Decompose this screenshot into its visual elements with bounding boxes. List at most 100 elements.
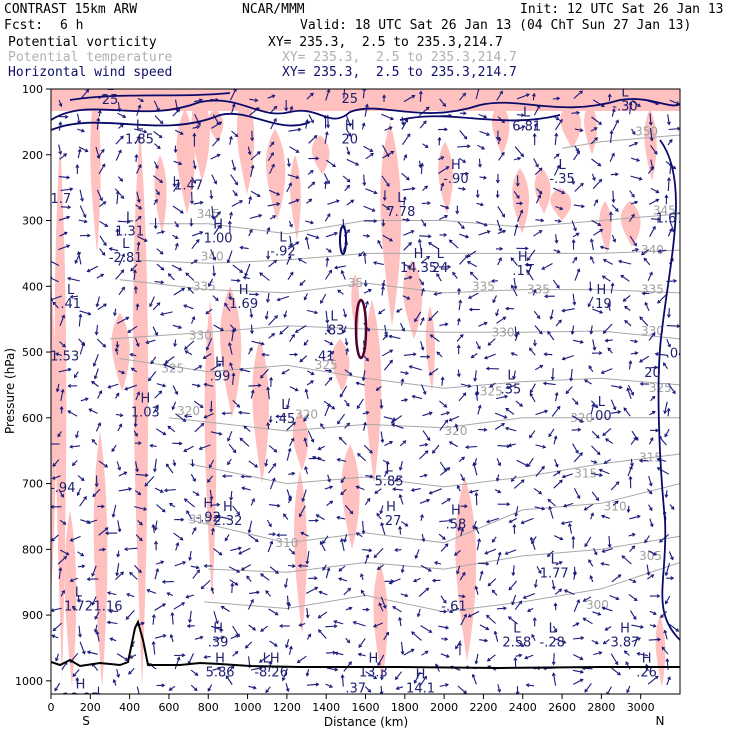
wind-arrow bbox=[534, 123, 537, 131]
wind-arrow bbox=[134, 490, 141, 496]
wind-arrow bbox=[399, 617, 402, 627]
wind-arrow bbox=[55, 653, 60, 661]
wind-arrow bbox=[571, 415, 584, 423]
wind-arrow bbox=[72, 460, 78, 466]
wind-arrowhead bbox=[437, 136, 442, 141]
wind-arrowhead bbox=[199, 404, 204, 408]
wind-arrow bbox=[268, 463, 277, 474]
wind-arrowhead bbox=[483, 175, 488, 180]
wind-arrowhead bbox=[483, 355, 488, 360]
wind-arrow bbox=[365, 671, 377, 680]
wind-arrow bbox=[229, 136, 233, 145]
pv-extremum-value: -8.26 bbox=[254, 665, 288, 680]
wind-arrow bbox=[210, 154, 221, 160]
wind-arrow bbox=[487, 654, 496, 662]
wind-arrow bbox=[299, 355, 308, 363]
wind-arrow bbox=[285, 639, 290, 648]
wind-arrow bbox=[302, 489, 307, 502]
wind-arrowhead bbox=[129, 655, 134, 659]
wind-arrow bbox=[627, 466, 633, 477]
wind-arrowhead bbox=[318, 590, 323, 595]
pv-extremum-value: 25 bbox=[342, 92, 359, 107]
wind-arrow bbox=[213, 548, 223, 556]
wind-arrow bbox=[117, 112, 126, 118]
wind-arrow bbox=[534, 325, 543, 335]
wind-arrowhead bbox=[311, 455, 316, 460]
wind-arrow bbox=[305, 119, 309, 129]
wind-arrowhead bbox=[456, 570, 460, 575]
wind-arrow bbox=[529, 347, 536, 356]
wind-arrow bbox=[362, 370, 366, 381]
wind-arrow bbox=[269, 415, 272, 423]
wind-arrowhead bbox=[428, 629, 433, 633]
wind-arrow bbox=[212, 295, 219, 301]
wind-arrow bbox=[265, 686, 271, 693]
wind-arrow bbox=[137, 242, 140, 251]
wind-arrowhead bbox=[66, 244, 71, 249]
wind-arrowhead bbox=[398, 467, 403, 471]
wind-arrowhead bbox=[335, 199, 340, 204]
wind-arrow bbox=[224, 534, 230, 541]
wind-arrowhead bbox=[231, 372, 236, 377]
wind-arrow bbox=[212, 667, 221, 671]
wind-arrow bbox=[340, 488, 347, 495]
wind-arrowhead bbox=[369, 449, 373, 454]
wind-arrow bbox=[136, 304, 139, 311]
wind-arrow bbox=[440, 653, 450, 658]
theta-label: 335 bbox=[472, 279, 495, 293]
wind-arrowhead bbox=[99, 197, 103, 202]
wind-arrow bbox=[487, 578, 497, 587]
wind-arrow bbox=[497, 230, 506, 235]
wind-arrow bbox=[288, 548, 295, 555]
wind-arrowhead bbox=[91, 572, 96, 577]
wind-arrow bbox=[396, 308, 403, 313]
wind-arrowhead bbox=[270, 151, 274, 156]
wind-arrow bbox=[460, 528, 464, 537]
wind-arrowhead bbox=[595, 434, 600, 439]
wind-arrowhead bbox=[121, 253, 125, 258]
wind-arrowhead bbox=[444, 543, 449, 548]
wind-arrowhead bbox=[419, 162, 424, 167]
wind-arrowhead bbox=[410, 648, 415, 653]
wind-arrow bbox=[496, 395, 508, 400]
wind-arrowhead bbox=[181, 602, 186, 606]
wind-arrow bbox=[492, 536, 497, 543]
wind-arrow bbox=[591, 639, 599, 645]
wind-arrowhead bbox=[188, 619, 192, 624]
wind-arrowhead bbox=[209, 408, 214, 413]
wind-arrow bbox=[152, 302, 161, 311]
wind-arrow bbox=[250, 390, 254, 399]
wind-arrow bbox=[396, 686, 404, 690]
wind-arrow bbox=[667, 114, 670, 125]
wind-arrowhead bbox=[203, 655, 208, 659]
wind-arrow bbox=[267, 94, 275, 99]
wind-arrowhead bbox=[467, 613, 472, 618]
wind-arrowhead bbox=[276, 533, 280, 538]
theta-label: 315 bbox=[639, 450, 662, 464]
wind-arrowhead bbox=[239, 437, 244, 442]
wind-arrow bbox=[439, 461, 447, 472]
wind-arrow bbox=[439, 98, 446, 107]
theta-label: 325 bbox=[649, 381, 672, 395]
pv-extremum-kind: L bbox=[507, 369, 515, 384]
pv-extremum-value: -2.81 bbox=[109, 251, 143, 266]
wind-arrowhead bbox=[269, 376, 274, 381]
pv-extremum-value: -.92 bbox=[196, 511, 221, 526]
wind-arrowhead bbox=[379, 691, 384, 694]
wind-arrowhead bbox=[228, 296, 232, 301]
wind-arrow bbox=[340, 538, 345, 552]
pv-blob bbox=[644, 108, 657, 182]
wind-arrow bbox=[59, 315, 65, 327]
wind-arrow bbox=[571, 325, 575, 335]
wind-arrow bbox=[514, 331, 520, 341]
wind-arrow bbox=[339, 437, 347, 445]
wind-arrow bbox=[382, 279, 385, 287]
wind-arrowhead bbox=[653, 150, 658, 155]
wind-arrowhead bbox=[232, 449, 237, 454]
wind-arrowhead bbox=[648, 490, 653, 495]
wind-arrowhead bbox=[260, 628, 264, 632]
wind-arrow bbox=[648, 437, 654, 445]
wind-arrow bbox=[561, 520, 573, 525]
wind-arrow bbox=[378, 602, 384, 612]
pv-extremum-value: 13.3 bbox=[359, 665, 388, 680]
